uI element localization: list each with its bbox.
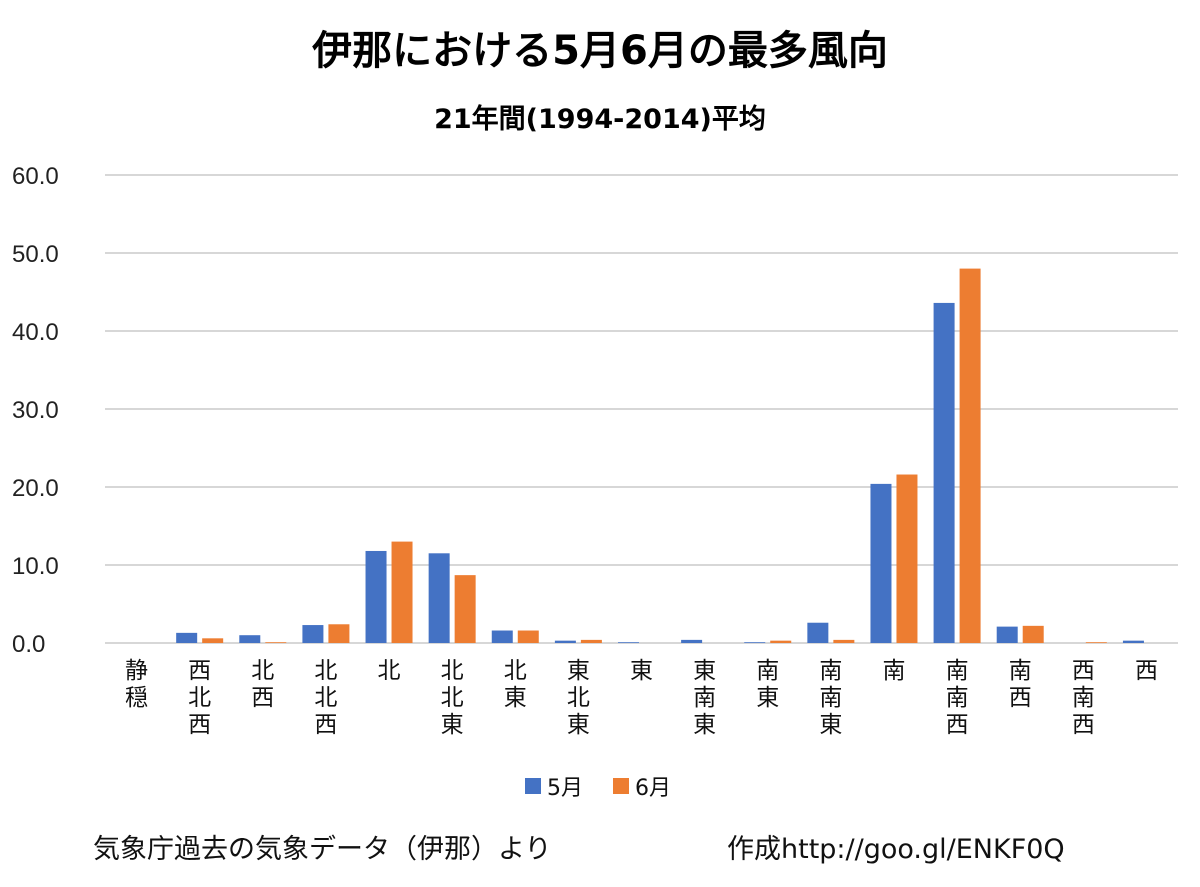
legend-label-may: 5月 [547, 776, 583, 801]
chart-title: 伊那における5月6月の最多風向 [311, 28, 888, 74]
bars [176, 268, 1144, 644]
legend: 5月 6月 [525, 776, 671, 801]
y-tick-label: 50.0 [12, 241, 59, 268]
x-tick-label: 北北西 [314, 658, 337, 738]
bar-june [580, 639, 602, 643]
bar-may [996, 626, 1018, 643]
bar-june [770, 640, 792, 643]
gridlines [105, 174, 1178, 644]
x-tick-label: 北北東 [441, 658, 464, 738]
legend-swatch-may [525, 778, 541, 794]
bar-may [239, 635, 261, 643]
x-tick-label: 東南東 [693, 658, 716, 738]
bar-may [618, 642, 639, 644]
x-tick-label: 西南西 [1072, 658, 1095, 738]
y-tick-label: 20.0 [12, 475, 59, 502]
bar-june [328, 624, 350, 643]
x-tick-label: 西 [1135, 658, 1158, 684]
bar-may [870, 483, 892, 643]
y-tick-label: 40.0 [12, 319, 59, 346]
bar-june [896, 474, 918, 643]
bar-june [1085, 642, 1107, 644]
bar-june [391, 541, 413, 643]
x-tick-label: 東 [630, 658, 653, 684]
x-tick-label: 南 [882, 658, 905, 684]
bar-may [428, 553, 450, 643]
bar-may [807, 622, 829, 643]
bar-may [681, 639, 703, 643]
y-tick-label: 60.0 [12, 163, 59, 190]
y-axis-ticks: 0.0 10.0 20.0 30.0 40.0 50.0 60.0 [12, 163, 59, 658]
x-tick-label: 北西 [251, 658, 274, 711]
bar-may [302, 625, 324, 643]
bar-june [454, 575, 476, 643]
bar-june [202, 638, 224, 643]
bar-june [517, 630, 539, 643]
y-tick-label: 10.0 [12, 553, 59, 580]
bar-june [265, 642, 287, 644]
x-tick-label: 南西 [1009, 658, 1032, 711]
bar-may [554, 640, 576, 643]
bar-june [833, 639, 855, 643]
bar-may [744, 642, 766, 644]
x-tick-label: 南南西 [946, 658, 969, 738]
footer-source: 気象庁過去の気象データ（伊那）より [93, 834, 551, 865]
x-tick-label: 東北東 [567, 658, 590, 738]
y-tick-label: 30.0 [12, 397, 59, 424]
bar-may [365, 550, 387, 643]
bar-may [933, 302, 955, 643]
footer-credit: 作成http://goo.gl/ENKF0Q [727, 834, 1065, 865]
bar-may [176, 632, 198, 643]
chart-subtitle: 21年間(1994-2014)平均 [434, 103, 766, 135]
x-tick-label: 南東 [756, 658, 779, 711]
bar-may [491, 630, 513, 643]
bar-may [1122, 640, 1144, 643]
bar-june [1022, 625, 1044, 643]
x-tick-label: 北東 [504, 658, 527, 711]
x-tick-label: 静穏 [125, 658, 148, 711]
bar-june [959, 268, 981, 643]
x-tick-label: 北 [378, 658, 401, 684]
legend-label-june: 6月 [635, 776, 671, 801]
y-tick-label: 0.0 [12, 631, 45, 658]
x-tick-label: 南南東 [819, 658, 842, 738]
x-tick-label: 西北西 [188, 658, 211, 738]
x-axis-ticks: 静穏 西北西 北西 北北西 北 北北東 北東 東北東 東 東南東 南東 南南東 南 南南西 南西 西南西 西 [125, 658, 1158, 738]
legend-swatch-june [613, 778, 629, 794]
